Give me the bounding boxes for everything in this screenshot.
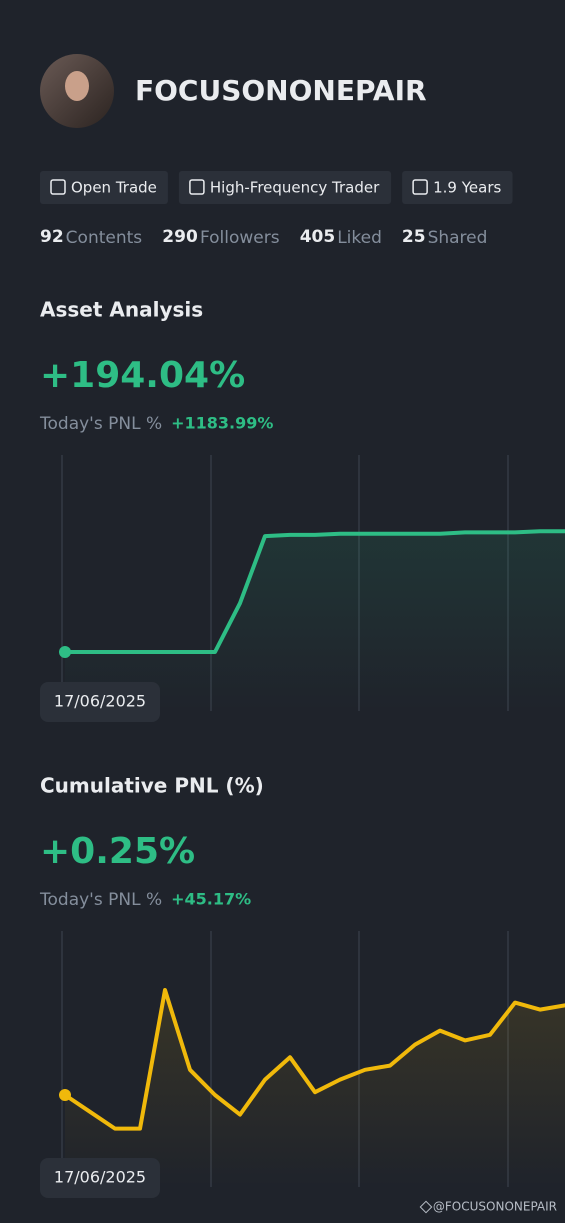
badge-icon xyxy=(50,179,66,195)
stat-value: 92 xyxy=(40,227,64,247)
stat-value: 25 xyxy=(402,227,426,247)
badge[interactable] xyxy=(178,171,392,204)
line-area xyxy=(65,990,565,1187)
stat-label: Contents xyxy=(66,228,143,248)
headline-value: +0.25% xyxy=(40,831,195,872)
date-pill xyxy=(40,682,160,722)
headline-value: +194.04% xyxy=(40,355,245,396)
today-label: Today's PNL % xyxy=(39,890,162,910)
stat-value: 405 xyxy=(300,227,336,247)
today-label: Today's PNL % xyxy=(39,414,162,434)
line xyxy=(63,988,565,1131)
today-value: +1183.99% xyxy=(171,414,273,433)
stat-label: Shared xyxy=(428,228,488,248)
stat-label: Followers xyxy=(200,228,280,248)
date-label: 17/06/2025 xyxy=(54,1168,146,1187)
badge-icon xyxy=(412,179,428,195)
badge[interactable] xyxy=(40,171,168,204)
username: FOCUSONONEPAIR xyxy=(135,74,427,107)
avatar-face xyxy=(65,71,89,101)
badge-label: Open Trade xyxy=(71,179,157,197)
badge[interactable] xyxy=(402,171,513,204)
line xyxy=(63,529,565,654)
section-title: Asset Analysis xyxy=(40,298,203,322)
start-dot xyxy=(59,1089,71,1101)
today-value: +45.17% xyxy=(171,890,251,909)
badge-label: High-Frequency Trader xyxy=(210,179,380,197)
line-area xyxy=(65,531,565,711)
stat-label: Liked xyxy=(337,228,382,248)
watermark-icon xyxy=(419,1200,433,1214)
badge-icon xyxy=(189,179,205,195)
watermark: @FOCUSONONEPAIR xyxy=(433,1200,557,1214)
stat-value: 290 xyxy=(162,227,198,247)
start-dot xyxy=(59,646,71,658)
badge-label: 1.9 Years xyxy=(433,179,501,197)
date-label: 17/06/2025 xyxy=(54,692,146,711)
date-pill xyxy=(40,1158,160,1198)
section-title: Cumulative PNL (%) xyxy=(40,774,264,798)
